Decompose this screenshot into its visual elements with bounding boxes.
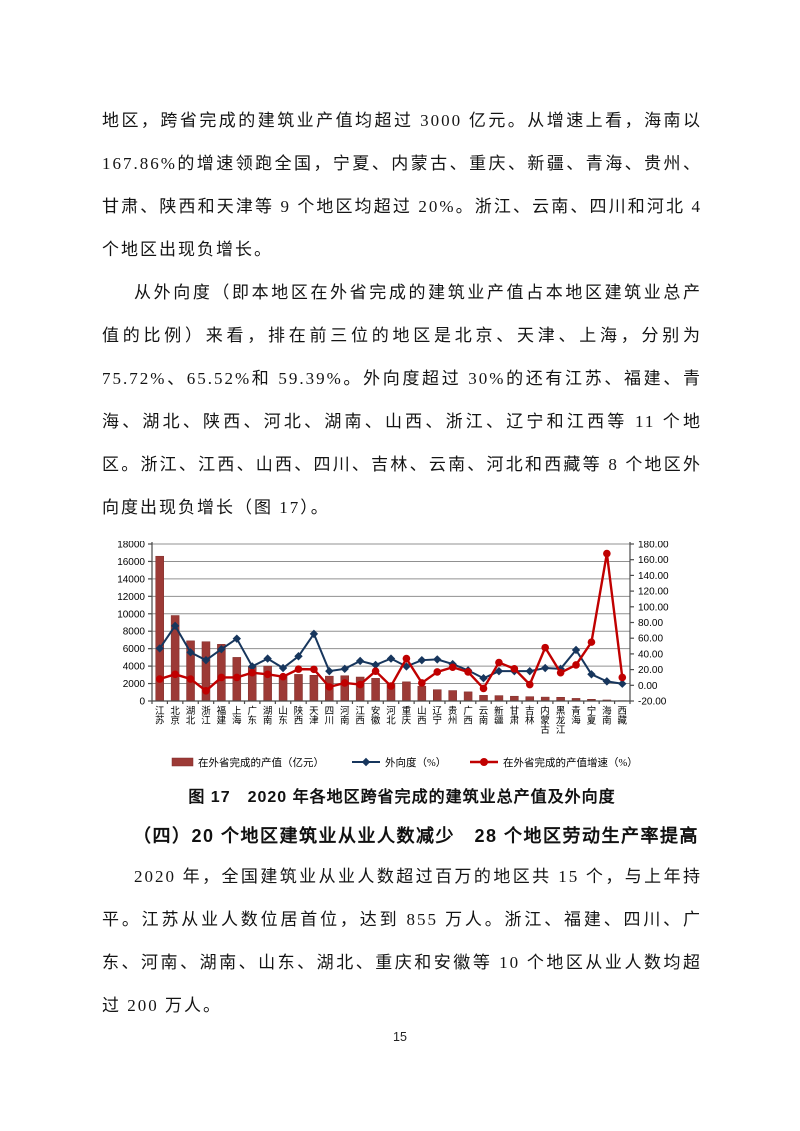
page-number: 15: [393, 1030, 407, 1044]
svg-text:6000: 6000: [123, 644, 146, 655]
x-label-宁夏: 宁夏: [587, 705, 597, 727]
x-label-河南: 河南: [340, 705, 350, 727]
figure-17: 0 2000 4000 6000 8000 10000 12000 14000 16000 180…: [102, 540, 702, 811]
chart-legend: 在外省完成的产值（亿元） 外向度（%） 在外省完成的产值增速（%）: [171, 756, 638, 769]
svg-text:4000: 4000: [123, 662, 146, 673]
x-label-西藏: 西藏: [618, 706, 628, 727]
svg-text:在外省完成的产值增速（%）: 在外省完成的产值增速（%）: [503, 756, 638, 769]
svg-text:8000: 8000: [123, 627, 146, 638]
svg-text:14000: 14000: [117, 574, 145, 585]
svg-text:16000: 16000: [117, 557, 145, 568]
svg-text:-20.00: -20.00: [638, 697, 667, 708]
svg-text:80.00: 80.00: [638, 618, 663, 629]
svg-text:0.00: 0.00: [638, 681, 658, 692]
x-label-海南: 海南: [602, 705, 612, 727]
svg-text:160.00: 160.00: [638, 555, 669, 566]
x-label-山西: 山西: [417, 706, 427, 727]
x-label-湖南: 湖南: [263, 706, 273, 727]
legend-item-outward-degree: 外向度（%）: [352, 756, 446, 769]
svg-text:10000: 10000: [117, 609, 145, 620]
x-label-甘肃: 甘肃: [510, 705, 520, 727]
bar-广西: [463, 691, 473, 702]
svg-text:140.00: 140.00: [638, 571, 669, 582]
x-label-上海: 上海: [232, 706, 242, 727]
x-label-陕西: 陕西: [294, 705, 304, 727]
svg-text:100.00: 100.00: [638, 602, 669, 613]
paragraph-employment: 2020 年，全国建筑业从业人数超过百万的地区共 15 个，与上年持平。江苏从业…: [102, 867, 702, 1015]
chart-bars-series: [155, 555, 627, 702]
x-label-福建: 福建: [217, 705, 227, 727]
x-label-贵州: 贵州: [448, 705, 458, 727]
x-label-内蒙古: 内蒙古: [540, 705, 550, 736]
chart-x-axis-labels: 江苏北京湖北浙江福建上海广东湖南山东陕西天津四川河南江西安徽河北重庆山西辽宁贵州…: [155, 705, 628, 736]
x-label-浙江: 浙江: [201, 705, 211, 727]
svg-text:180.00: 180.00: [638, 541, 669, 551]
svg-text:20.00: 20.00: [638, 665, 663, 676]
bar-天津: [309, 675, 319, 702]
x-label-安徽: 安徽: [371, 705, 381, 727]
svg-text:2000: 2000: [123, 679, 146, 690]
bar-安徽: [371, 678, 380, 702]
svg-text:外向度（%）: 外向度（%）: [385, 756, 446, 769]
chart-left-axis-labels: 0 2000 4000 6000 8000 10000 12000 14000 16000 180…: [117, 540, 146, 708]
x-label-四川: 四川: [325, 707, 335, 727]
chart-gridlines: [152, 543, 630, 685]
svg-text:在外省完成的产值（亿元）: 在外省完成的产值（亿元）: [198, 756, 324, 769]
svg-text:120.00: 120.00: [638, 587, 669, 598]
figure-17-chart: 0 2000 4000 6000 8000 10000 12000 14000 16000 180…: [117, 540, 669, 770]
x-label-天津: 天津: [309, 707, 319, 727]
x-label-黑龙江: 黑龙江: [556, 706, 566, 736]
bar-陕西: [294, 674, 303, 702]
x-label-湖北: 湖北: [186, 706, 196, 727]
x-label-重庆: 重庆: [402, 705, 412, 727]
x-label-河北: 河北: [386, 705, 396, 727]
x-label-广东: 广东: [247, 705, 257, 727]
svg-text:40.00: 40.00: [638, 649, 663, 660]
x-label-云南: 云南: [479, 707, 489, 727]
chart-axes: [148, 542, 634, 704]
bar-辽宁: [433, 689, 442, 702]
figure-caption: 图 17 2020 年各地区跨省完成的建筑业总产值及外向度: [188, 789, 616, 806]
bar-吉林: [525, 696, 535, 702]
x-label-新疆: 新疆: [494, 705, 504, 727]
chart-line-growth-rate: [155, 549, 627, 695]
x-label-北京: 北京: [170, 706, 180, 727]
svg-text:0: 0: [139, 697, 145, 708]
x-label-江苏: 江苏: [155, 706, 165, 727]
combo-chart: 0 2000 4000 6000 8000 10000 12000 14000 16000 180…: [102, 540, 702, 781]
bar-云南: [479, 695, 488, 702]
bar-山西: [417, 685, 427, 702]
x-label-吉林: 吉林: [525, 706, 535, 727]
chart-right-axis-labels: -20.00 0.00 20.00 40.00 60.00 80.00 100.00 120.…: [638, 540, 669, 708]
x-label-辽宁: 辽宁: [433, 705, 443, 727]
x-label-江西: 江西: [355, 706, 365, 727]
x-label-广西: 广西: [463, 705, 473, 727]
legend-item-growth-rate: 在外省完成的产值增速（%）: [470, 756, 638, 769]
svg-text:12000: 12000: [117, 592, 145, 603]
svg-text:18000: 18000: [117, 541, 145, 551]
paragraph-growth: 地区，跨省完成的建筑业产值均超过 3000 亿元。从增速上看，海南以 167.8…: [102, 111, 702, 259]
x-label-青海: 青海: [571, 705, 581, 727]
svg-text:60.00: 60.00: [638, 634, 663, 645]
bar-甘肃: [510, 695, 519, 702]
bar-重庆: [402, 681, 411, 702]
paragraph-outward-degree: 从外向度（即本地区在外省完成的建筑业产值占本地区建筑业总产值的比例）来看，排在前…: [102, 283, 702, 517]
legend-item-bar: 在外省完成的产值（亿元）: [171, 756, 324, 769]
bar-新疆: [494, 695, 504, 702]
x-label-山东: 山东: [278, 706, 288, 727]
bar-贵州: [448, 690, 457, 702]
section-heading: （四）20 个地区建筑业从业人数减少 28 个地区劳动生产率提高: [133, 826, 700, 846]
